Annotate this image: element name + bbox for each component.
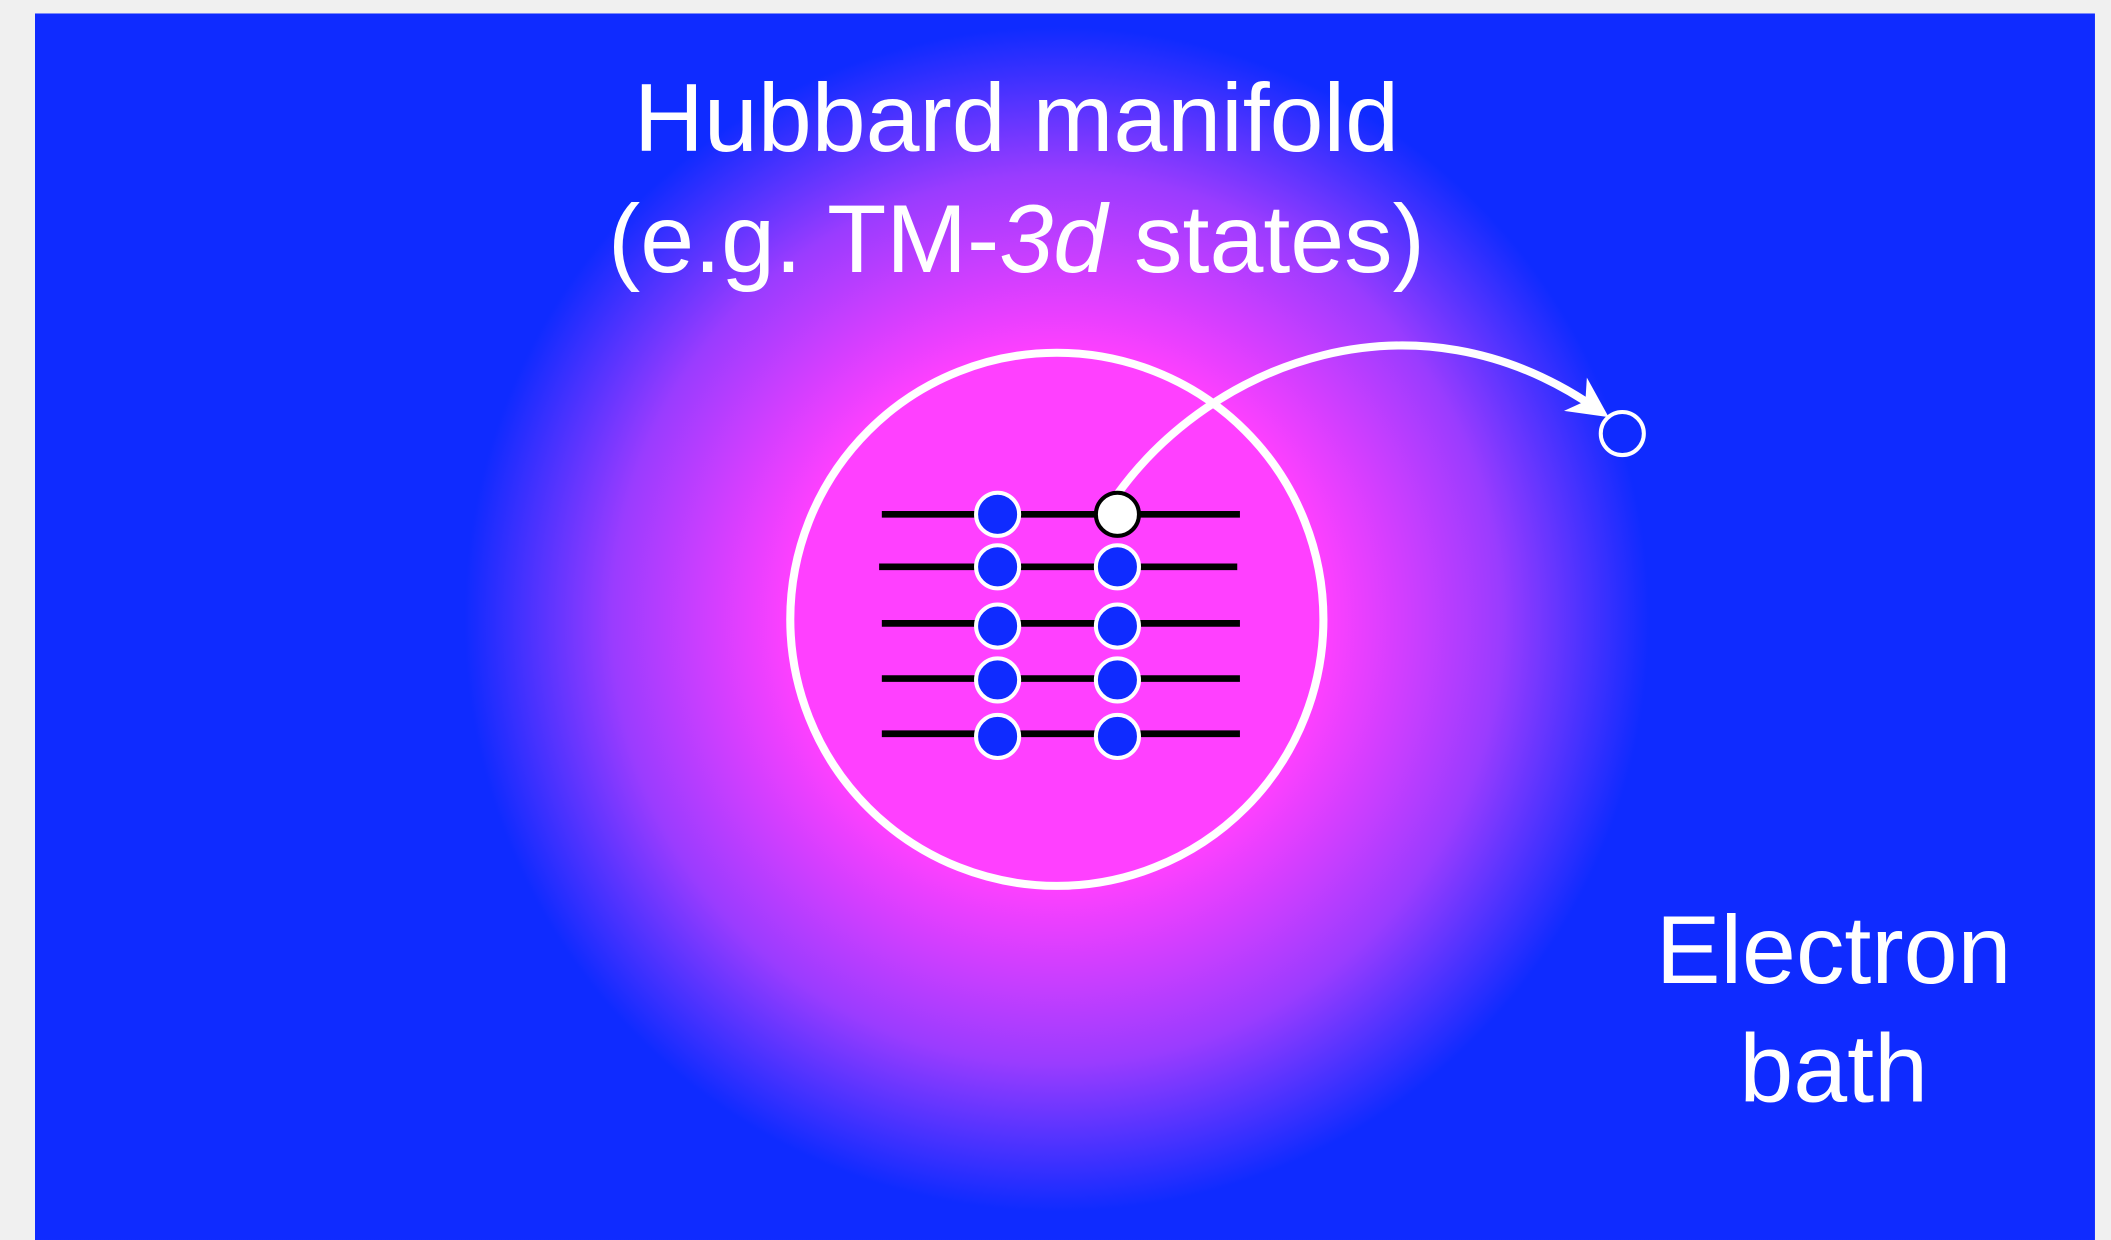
title-text: (e.g. TM- (608, 184, 999, 293)
electron (976, 605, 1019, 648)
electron (1096, 545, 1139, 588)
electron (1096, 715, 1139, 758)
diagram: Hubbard manifold (e.g. TM-3d states) Ele… (0, 0, 2111, 1240)
page: {"title": {"line1": "Hubbard manifold", … (0, 0, 2111, 1240)
electron (976, 493, 1019, 536)
electron (976, 715, 1019, 758)
electron (1096, 605, 1139, 648)
title-text: states) (1107, 184, 1425, 293)
title-line: Hubbard manifold (634, 63, 1399, 172)
bath-label: Electron (1656, 895, 2012, 1004)
manifold-circle (790, 353, 1323, 886)
title-italic: 3d (999, 184, 1110, 293)
title-line: (e.g. TM-3d states) (608, 184, 1425, 293)
bath-label: bath (1739, 1013, 1928, 1122)
electron (976, 545, 1019, 588)
hole (1096, 493, 1139, 536)
electron (976, 658, 1019, 701)
electron (1096, 658, 1139, 701)
bath-electron (1601, 412, 1644, 455)
